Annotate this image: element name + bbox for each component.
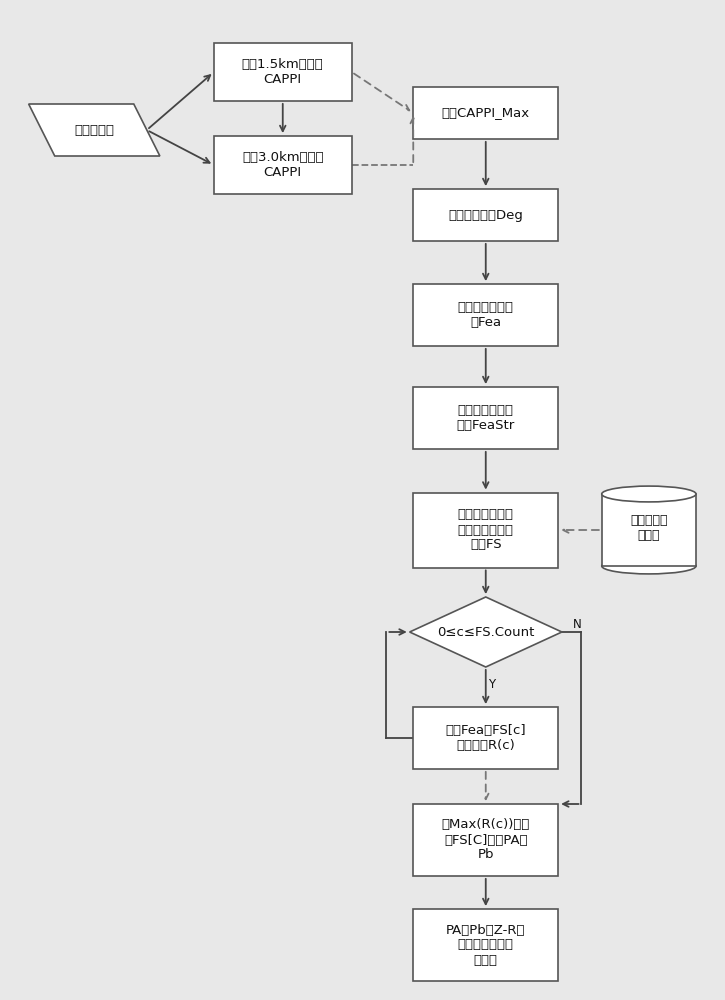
Ellipse shape [602, 558, 696, 574]
Text: 计算Fea与FS[c]
的相关系R(c): 计算Fea与FS[c] 的相关系R(c) [445, 724, 526, 752]
Text: 从特征库中提取
所有同部雷达的
记录FS: 从特征库中提取 所有同部雷达的 记录FS [457, 508, 514, 552]
FancyBboxPatch shape [413, 387, 558, 449]
Text: 雷达反射率
特征库: 雷达反射率 特征库 [630, 514, 668, 542]
FancyBboxPatch shape [413, 189, 558, 241]
FancyBboxPatch shape [214, 43, 352, 101]
Text: PA、Pb作Z-R关
系的参数，计算
降水量: PA、Pb作Z-R关 系的参数，计算 降水量 [446, 924, 526, 966]
FancyBboxPatch shape [413, 909, 558, 981]
Text: 计算回波特征矩
阵Fea: 计算回波特征矩 阵Fea [457, 301, 514, 329]
Text: 计算一阶梯度Deg: 计算一阶梯度Deg [448, 209, 523, 222]
FancyBboxPatch shape [413, 284, 558, 346]
Text: 雷达基数据: 雷达基数据 [74, 123, 115, 136]
Text: 生成回波特征字
符串FeaStr: 生成回波特征字 符串FeaStr [457, 404, 515, 432]
Text: 取Max(R(c))对应
的FS[C]中的PA、
Pb: 取Max(R(c))对应 的FS[C]中的PA、 Pb [442, 818, 530, 861]
Text: N: N [573, 617, 581, 631]
FancyBboxPatch shape [602, 494, 696, 566]
FancyBboxPatch shape [214, 136, 352, 194]
Text: Y: Y [488, 679, 495, 692]
FancyBboxPatch shape [413, 804, 558, 876]
Ellipse shape [602, 486, 696, 502]
Text: 计璗1.5km高度的
CAPPI: 计璗1.5km高度的 CAPPI [242, 58, 323, 86]
Polygon shape [29, 104, 160, 156]
FancyBboxPatch shape [413, 87, 558, 139]
FancyBboxPatch shape [413, 493, 558, 568]
FancyBboxPatch shape [413, 707, 558, 769]
Text: 计算CAPPI_Max: 计算CAPPI_Max [442, 106, 530, 119]
Text: 计璗3.0km高度的
CAPPI: 计璗3.0km高度的 CAPPI [242, 151, 323, 179]
Polygon shape [410, 597, 562, 667]
Text: 0≤c≤FS.Count: 0≤c≤FS.Count [437, 626, 534, 639]
